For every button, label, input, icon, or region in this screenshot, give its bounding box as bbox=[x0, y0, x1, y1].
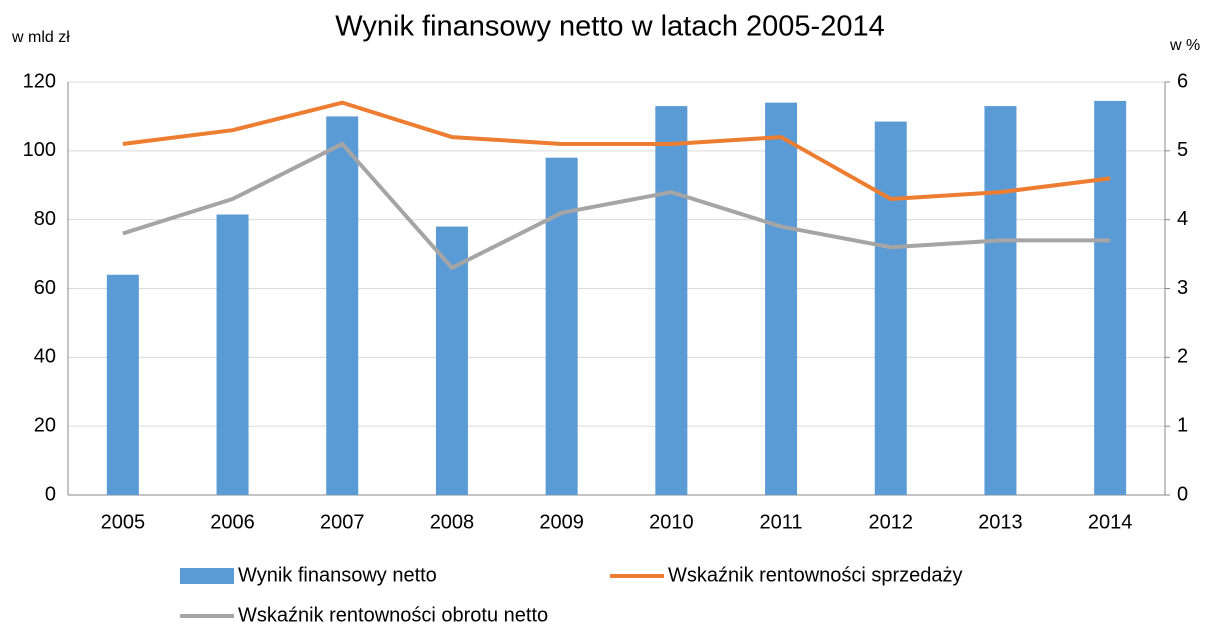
x-tick-label: 2010 bbox=[649, 511, 694, 533]
bar bbox=[326, 116, 359, 496]
bar bbox=[106, 274, 139, 495]
y2-tick-label: 4 bbox=[1177, 208, 1188, 230]
y-tick-label: 0 bbox=[45, 483, 56, 505]
bar bbox=[216, 214, 249, 496]
x-tick-label: 2005 bbox=[101, 511, 146, 533]
line bbox=[122, 100, 1111, 202]
y-tick-label: 40 bbox=[34, 346, 56, 368]
chart-title: Wynik finansowy netto w latach 2005-2014 bbox=[335, 11, 884, 43]
bar bbox=[655, 106, 688, 495]
y-tick-label: 60 bbox=[34, 277, 56, 299]
y-tick-label: 100 bbox=[23, 139, 56, 161]
y2-tick-label: 0 bbox=[1177, 483, 1188, 505]
x-tick-label: 2012 bbox=[869, 511, 914, 533]
y-axis-label: w mld zł bbox=[11, 29, 70, 46]
y2-axis-label: w % bbox=[1169, 37, 1200, 54]
x-tick-label: 2008 bbox=[430, 511, 475, 533]
x-tick-label: 2006 bbox=[210, 511, 255, 533]
bar bbox=[1094, 100, 1127, 495]
bar bbox=[545, 157, 578, 495]
legend-label: Wskaźnik rentowności obrotu netto bbox=[238, 604, 548, 626]
line bbox=[122, 141, 1111, 270]
bar bbox=[984, 106, 1017, 495]
bar bbox=[435, 226, 468, 496]
x-tick-label: 2011 bbox=[760, 511, 803, 533]
x-tick-label: 2014 bbox=[1088, 511, 1133, 533]
y-tick-label: 80 bbox=[34, 208, 56, 230]
y-tick-label: 120 bbox=[23, 70, 56, 92]
y2-tick-label: 6 bbox=[1177, 70, 1188, 92]
x-tick-label: 2013 bbox=[978, 511, 1023, 533]
y2-tick-label: 1 bbox=[1177, 414, 1188, 436]
legend-label: Wskaźnik rentowności sprzedaży bbox=[668, 564, 963, 586]
bar bbox=[874, 121, 907, 496]
y2-tick-label: 2 bbox=[1177, 346, 1188, 368]
y2-tick-label: 3 bbox=[1177, 277, 1188, 299]
y2-tick-label: 5 bbox=[1177, 139, 1188, 161]
y-tick-label: 20 bbox=[34, 414, 56, 436]
x-tick-label: 2007 bbox=[320, 511, 365, 533]
legend-swatch bbox=[180, 568, 234, 584]
x-tick-label: 2009 bbox=[539, 511, 584, 533]
legend-label: Wynik finansowy netto bbox=[238, 564, 437, 586]
bar bbox=[765, 102, 798, 496]
